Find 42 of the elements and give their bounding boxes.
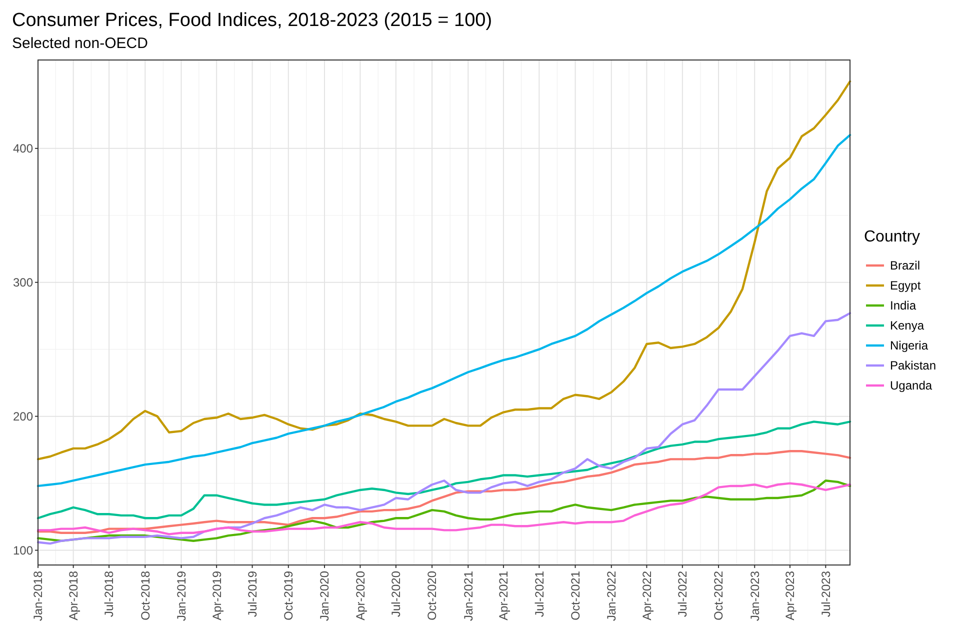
x-tick-label: Jul-2022: [676, 570, 690, 618]
y-tick-label: 200: [12, 410, 34, 424]
y-tick-label: 300: [12, 276, 34, 290]
x-tick-label: Jan-2021: [461, 570, 476, 622]
x-tick-label: Jan-2022: [604, 570, 619, 622]
legend-label: India: [890, 298, 916, 313]
x-tick-label: Apr-2023: [783, 570, 798, 620]
line-series: [36, 450, 852, 534]
line-series: [36, 420, 852, 520]
x-tick-label: Apr-2020: [353, 570, 368, 620]
x-tick-label: Jan-2018: [31, 570, 46, 622]
y-tick-label: 100: [12, 543, 34, 558]
x-tick-label: Jul-2021: [532, 570, 546, 618]
y-tick-label: 400: [12, 142, 34, 156]
x-tick-label: Jan-2023: [748, 570, 762, 622]
chart-subtitle: Selected non-OECD: [12, 35, 148, 52]
x-tick-label: Jan-2019: [174, 570, 188, 622]
chart-title: Consumer Prices, Food Indices, 2018-2023 (2015 = 100): [12, 10, 492, 31]
x-tick-label: Apr-2021: [496, 570, 511, 620]
legend-label: Brazil: [890, 258, 920, 273]
line-series: [36, 312, 852, 545]
legend-label: Kenya: [890, 318, 924, 333]
legend-label: Egypt: [890, 278, 922, 293]
x-tick-label: Apr-2018: [66, 570, 81, 620]
x-tick-label: Jul-2023: [818, 570, 833, 618]
x-tick-label: Oct-2020: [425, 570, 440, 620]
legend-title: Country: [864, 228, 920, 246]
x-tick-label: Jul-2019: [245, 570, 260, 618]
legend-label: Nigeria: [890, 338, 928, 353]
line-series: [36, 80, 852, 460]
x-tick-label: Apr-2019: [210, 570, 224, 620]
x-tick-label: Jan-2020: [318, 570, 332, 622]
x-tick-label: Apr-2022: [640, 570, 654, 620]
x-tick-label: Jul-2020: [389, 570, 404, 618]
x-tick-label: Jul-2018: [102, 570, 116, 618]
legend-label: Uganda: [890, 378, 932, 393]
x-tick-label: Oct-2019: [282, 570, 296, 620]
x-tick-label: Oct-2021: [568, 570, 582, 620]
x-tick-label: Oct-2022: [712, 570, 726, 620]
legend-label: Pakistan: [890, 358, 936, 373]
line-series: [36, 134, 852, 488]
x-tick-label: Oct-2018: [138, 570, 152, 620]
